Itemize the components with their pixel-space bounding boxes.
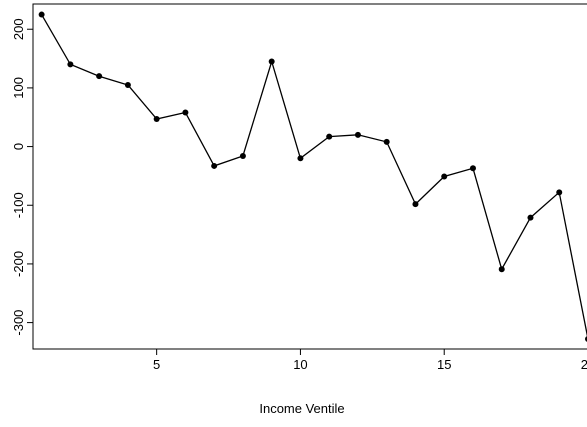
- data-point: [124, 81, 131, 88]
- x-tick-label: 20: [581, 357, 587, 372]
- data-point: [153, 116, 160, 122]
- data-point: [383, 138, 390, 145]
- data-point: [441, 173, 448, 180]
- data-point: [268, 58, 275, 65]
- data-point: [38, 11, 45, 18]
- data-point: [556, 189, 563, 196]
- data-points: [38, 11, 587, 342]
- x-tick-label: 10: [293, 357, 307, 372]
- y-tick-label: 100: [11, 77, 26, 99]
- data-point: [469, 165, 476, 172]
- data-point: [297, 155, 304, 162]
- data-point: [412, 201, 419, 208]
- y-axis: -300 -200 -100 0 100 200: [11, 18, 33, 336]
- data-point: [326, 133, 333, 140]
- y-tick-label: 0: [11, 143, 26, 150]
- data-point: [527, 214, 534, 221]
- data-point: [182, 109, 189, 116]
- data-point: [498, 266, 505, 273]
- data-point: [239, 152, 246, 159]
- y-tick-label: -100: [11, 192, 26, 218]
- y-tick-label: -300: [11, 310, 26, 336]
- data-point: [211, 162, 218, 169]
- x-tick-label: 5: [153, 357, 160, 372]
- x-tick-label: 15: [437, 357, 451, 372]
- data-point: [96, 73, 103, 80]
- y-tick-label: 200: [11, 18, 26, 40]
- plot-frame: [32, 3, 587, 350]
- x-axis: 5 10 15 20: [153, 349, 587, 372]
- data-point: [67, 61, 74, 68]
- x-axis-label: Income Ventile: [259, 401, 344, 416]
- y-tick-label: -200: [11, 251, 26, 277]
- series-line: [41, 14, 587, 338]
- data-point: [354, 131, 361, 138]
